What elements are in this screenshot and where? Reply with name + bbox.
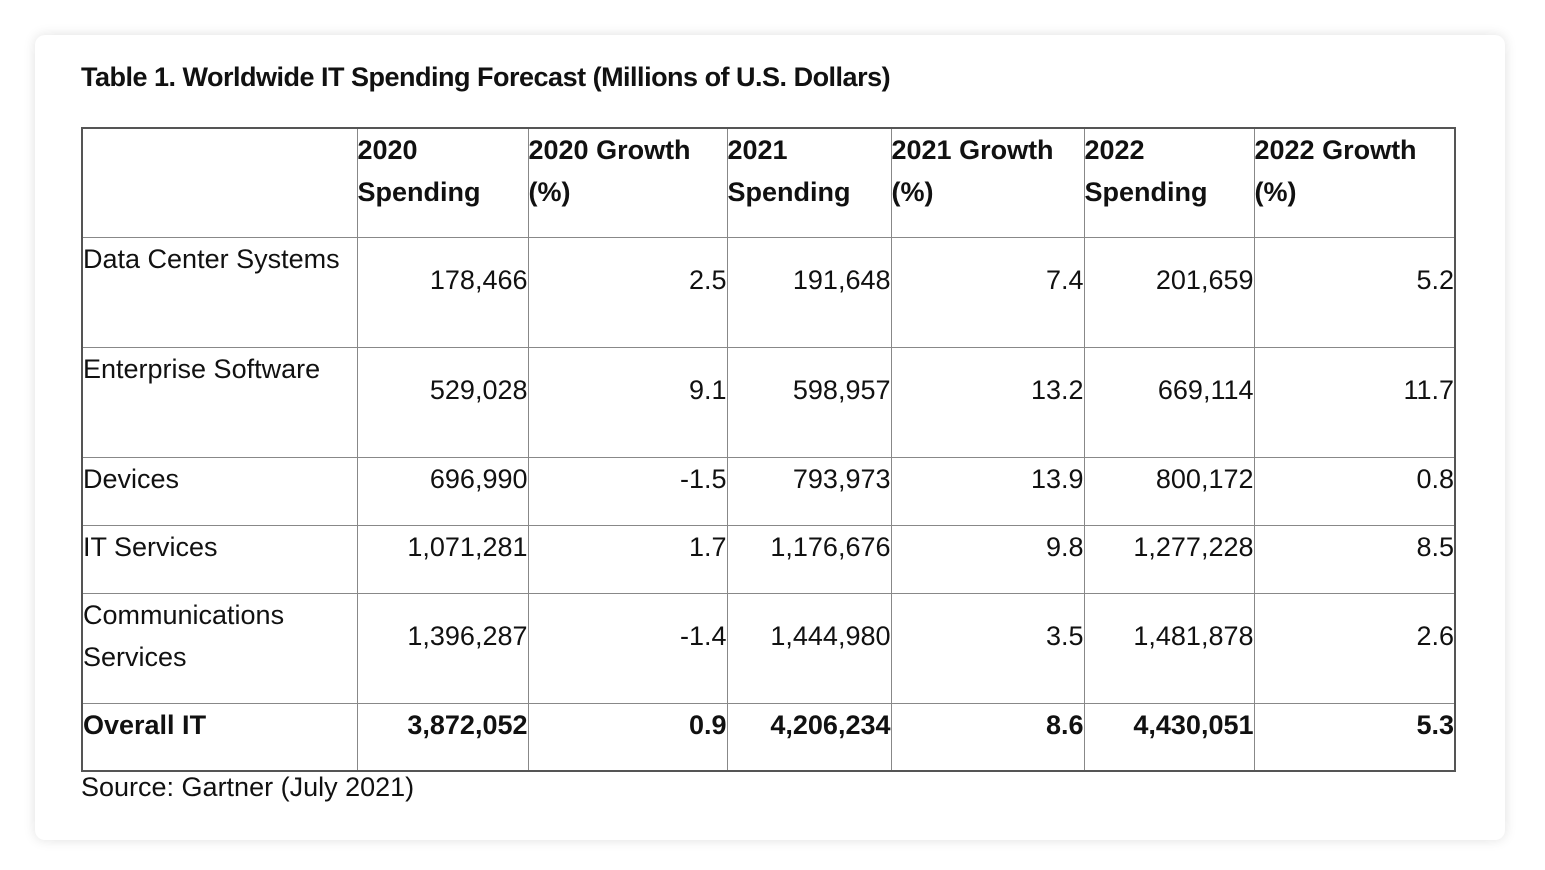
table-cell: 9.8	[890, 524, 1085, 594]
column-header: 2022 Growth (%)	[1253, 127, 1456, 238]
table-cell: 1,444,980	[726, 592, 892, 704]
table-cell: 669,114	[1083, 346, 1255, 458]
table-cell: 1,277,228	[1083, 524, 1255, 594]
table-row: IT Services 1,071,281 1.7 1,176,676 9.8 1,277…	[81, 524, 1456, 594]
row-label: Devices	[81, 456, 358, 526]
table-cell: 1,176,676	[726, 524, 892, 594]
table-cell: 191,648	[726, 236, 892, 348]
table-cell: 4,206,234	[726, 702, 892, 772]
table-cell: 1,481,878	[1083, 592, 1255, 704]
it-spending-table: 2020 Spending 2020 Growth (%) 2021 Spendin…	[81, 127, 1456, 772]
table-cell: 8.5	[1253, 524, 1456, 594]
column-header	[81, 127, 358, 238]
table-cell: 793,973	[726, 456, 892, 526]
row-label: Data Center Systems	[81, 236, 358, 348]
table-cell: 4,430,051	[1083, 702, 1255, 772]
table-row: Enterprise Software 529,028 9.1 598,957 13.2…	[81, 346, 1456, 458]
table-cell: 800,172	[1083, 456, 1255, 526]
table-cell: 696,990	[356, 456, 529, 526]
column-header: 2021 Spending	[726, 127, 892, 238]
column-header: 2020 Growth (%)	[527, 127, 728, 238]
table-cell: 0.9	[527, 702, 728, 772]
table-cell: 2.6	[1253, 592, 1456, 704]
table-cell: 2.5	[527, 236, 728, 348]
column-header: 2020 Spending	[356, 127, 529, 238]
table-cell: 3,872,052	[356, 702, 529, 772]
row-label: Enterprise Software	[81, 346, 358, 458]
table-cell: 13.2	[890, 346, 1085, 458]
row-label: IT Services	[81, 524, 358, 594]
table-cell: 1,396,287	[356, 592, 529, 704]
table-row: Communications Services 1,396,287 -1.4 1,44…	[81, 592, 1456, 704]
source-note: Source: Gartner (July 2021)	[81, 772, 415, 802]
table-cell: 3.5	[890, 592, 1085, 704]
table-cell: 178,466	[356, 236, 529, 348]
table-cell: 5.3	[1253, 702, 1456, 772]
column-header: 2022 Spending	[1083, 127, 1255, 238]
table-title: Table 1. Worldwide IT Spending Forecast …	[81, 62, 891, 92]
table-cell: 9.1	[527, 346, 728, 458]
header-row: 2020 Spending 2020 Growth (%) 2021 Spendin…	[81, 127, 1456, 238]
table-cell: -1.4	[527, 592, 728, 704]
table-cell: -1.5	[527, 456, 728, 526]
column-header: 2021 Growth (%)	[890, 127, 1085, 238]
row-label: Communications Services	[81, 592, 358, 704]
table-cell: 8.6	[890, 702, 1085, 772]
row-label: Overall IT	[81, 702, 358, 772]
table-row: Data Center Systems 178,466 2.5 191,648 7.4 2…	[81, 236, 1456, 348]
table-cell: 13.9	[890, 456, 1085, 526]
table-cell: 0.8	[1253, 456, 1456, 526]
table-cell: 598,957	[726, 346, 892, 458]
table-cell: 7.4	[890, 236, 1085, 348]
table-cell: 1,071,281	[356, 524, 529, 594]
table-cell: 11.7	[1253, 346, 1456, 458]
total-row: Overall IT 3,872,052 0.9 4,206,234 8.6 4,430,…	[81, 702, 1456, 772]
table-cell: 5.2	[1253, 236, 1456, 348]
table-cell: 1.7	[527, 524, 728, 594]
table-cell: 201,659	[1083, 236, 1255, 348]
table-row: Devices 696,990 -1.5 793,973 13.9 800,172 0.8	[81, 456, 1456, 526]
table-cell: 529,028	[356, 346, 529, 458]
